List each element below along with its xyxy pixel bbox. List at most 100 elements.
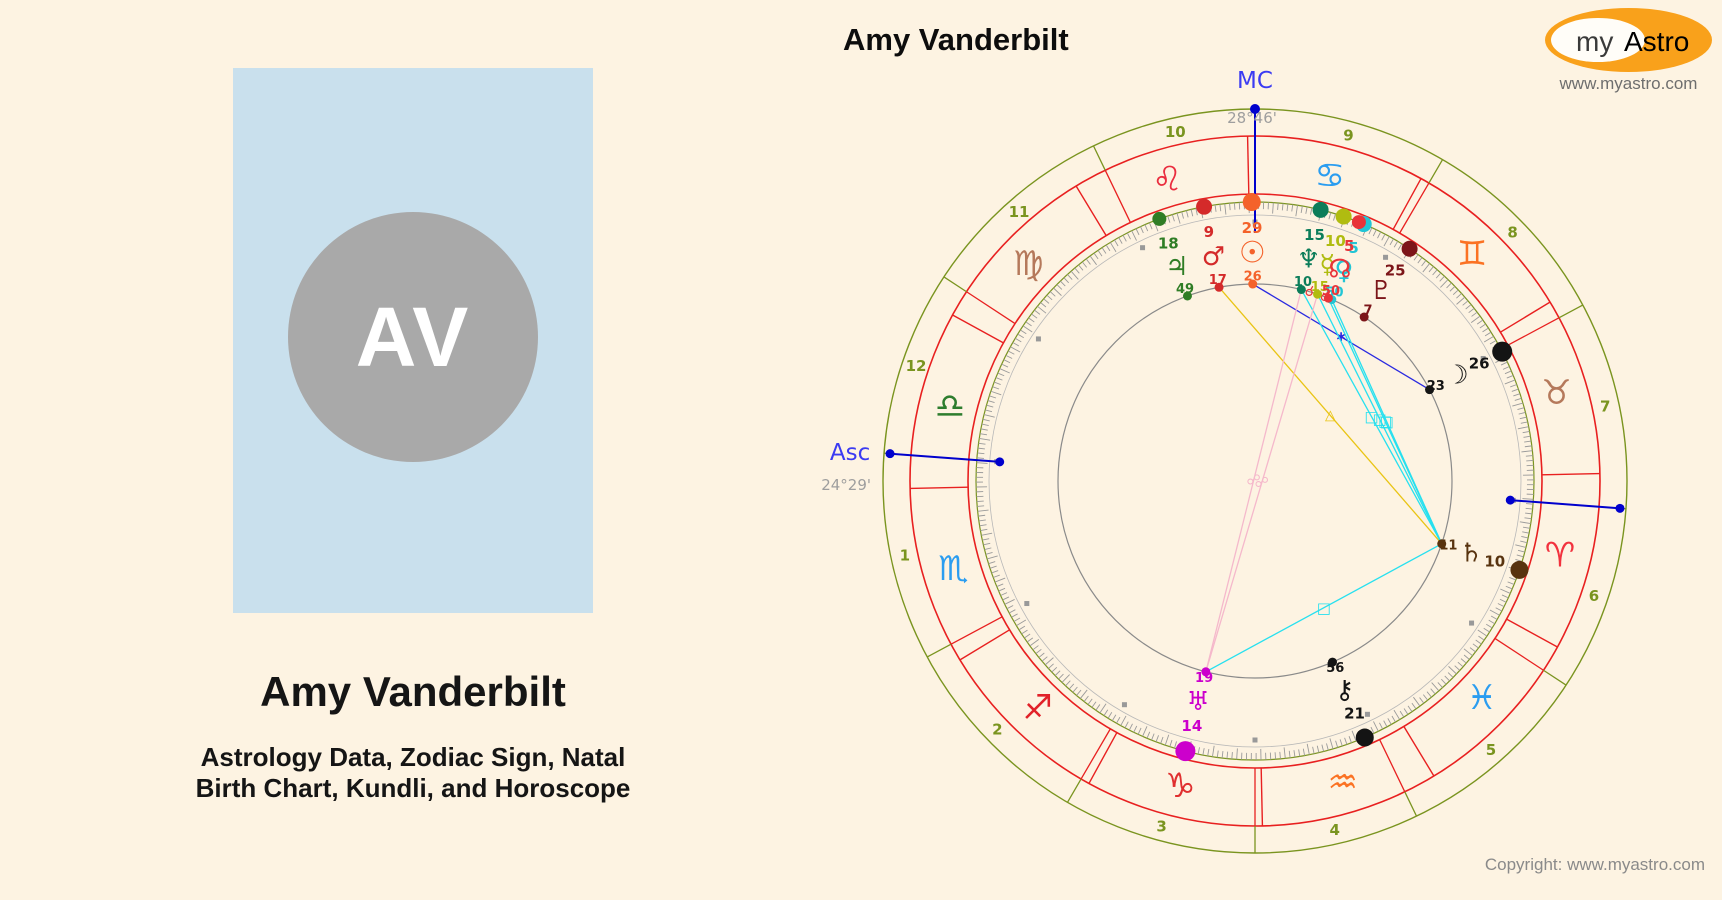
degree-tick [1497, 603, 1505, 608]
degree-tick [1526, 503, 1534, 505]
degree-tick [1413, 696, 1421, 707]
house-cusp-marker-4 [1252, 737, 1258, 743]
planet-degree-neptune: 15 [1304, 226, 1325, 244]
planet-degree-mars: 9 [1204, 223, 1214, 241]
degree-tick [977, 452, 985, 455]
degree-tick [1463, 654, 1470, 660]
house-cusp-marker-12 [1035, 336, 1041, 342]
planet-ring-dot-sun [1242, 193, 1261, 212]
degree-tick [1516, 554, 1524, 558]
planet-ring-dot-chiron [1355, 728, 1374, 747]
degree-tick [993, 381, 1001, 385]
planet-hub-dot-moon [1425, 385, 1435, 395]
degree-tick [1044, 657, 1054, 666]
degree-tick [1512, 402, 1524, 407]
copyright-text: Copyright: www.myastro.com [1484, 855, 1705, 874]
house-number-12: 12 [906, 357, 927, 375]
sign-boundary-pisces [1403, 726, 1435, 777]
degree-tick [1344, 737, 1348, 745]
degree-tick [1065, 680, 1071, 687]
mc-axis-dot [1250, 104, 1260, 114]
degree-tick [1440, 678, 1447, 685]
degree-tick [1181, 211, 1184, 219]
desc-axis-line [1506, 498, 1625, 510]
planet-minute-sun: 26 [1244, 270, 1262, 285]
house-cusp-line-3 [1080, 728, 1111, 780]
profile-subtitle: Astrology Data, Zodiac Sign, Natal Birth… [123, 742, 703, 804]
planet-glyph-node: ☊ [1328, 254, 1351, 284]
degree-tick [1444, 675, 1450, 682]
house-number-8: 8 [1507, 223, 1517, 241]
degree-tick [1472, 643, 1479, 649]
sign-glyph-taurus: ♉ [1541, 373, 1571, 413]
degree-tick [1430, 688, 1436, 695]
degree-tick [1490, 615, 1498, 620]
planet-glyph-chiron: ⚷ [1335, 676, 1354, 706]
degree-tick [1011, 613, 1018, 618]
degree-tick [1041, 656, 1048, 662]
degree-tick [1048, 663, 1054, 669]
degree-tick [1095, 704, 1101, 711]
degree-tick [1122, 234, 1127, 242]
degree-tick [1456, 293, 1462, 299]
degree-tick [1475, 639, 1482, 645]
house-cusp-line-8 [1507, 317, 1560, 346]
degree-tick [1279, 751, 1281, 759]
degree-tick [1021, 629, 1028, 635]
degree-tick [1195, 208, 1198, 216]
planet-minute-pluto: 7 [1364, 304, 1373, 319]
logo-website[interactable]: www.myastro.com [1559, 74, 1698, 93]
degree-tick [1521, 450, 1533, 453]
degree-tick [1272, 202, 1274, 214]
degree-tick [990, 390, 1002, 396]
planet-hub-dot-mars [1214, 282, 1224, 292]
sign-glyph-libra: ♎ [935, 386, 965, 426]
degree-tick [1142, 726, 1148, 737]
house-cusp-line-5 [1379, 739, 1406, 793]
degree-tick [1037, 305, 1047, 314]
degree-tick [1351, 730, 1357, 742]
logo-text-astro[interactable]: Astro [1624, 26, 1690, 57]
degree-tick [1524, 440, 1532, 443]
degree-tick [1236, 748, 1238, 760]
degree-tick [1224, 203, 1227, 215]
degree-tick [1333, 213, 1336, 221]
degree-tick [1468, 307, 1475, 314]
sign-glyph-pisces: ♓ [1467, 678, 1497, 718]
aspect-line-opposition-mercury-uranus [1205, 294, 1319, 672]
degree-tick [1432, 269, 1438, 276]
degree-tick [1525, 507, 1533, 510]
house-cusp-marker-3 [1121, 702, 1127, 708]
planet-degree-mercury: 10 [1325, 232, 1346, 250]
logo-text-my[interactable]: my [1576, 26, 1614, 57]
degree-tick [1482, 327, 1489, 333]
degree-tick [1028, 317, 1035, 323]
planet-ring-dot-pluto [1401, 240, 1418, 257]
degree-tick [1140, 226, 1144, 234]
degree-tick [1176, 212, 1181, 224]
planet-glyph-uranus: ♅ [1186, 687, 1209, 717]
degree-tick [982, 418, 990, 422]
degree-tick [1040, 302, 1047, 308]
avatar-initials: AV [355, 289, 471, 384]
degree-tick [1387, 718, 1392, 725]
degree-tick [1007, 350, 1015, 355]
degree-tick [1012, 342, 1020, 347]
house-number-4: 4 [1330, 821, 1340, 839]
degree-tick [1449, 286, 1456, 292]
degree-tick [1373, 721, 1379, 732]
degree-tick [1081, 261, 1088, 268]
sign-glyph-aries: ♈ [1545, 536, 1575, 576]
sign-glyph-cancer: ♋ [1314, 156, 1344, 196]
degree-tick [1120, 715, 1127, 726]
house-number-6: 6 [1589, 587, 1599, 605]
degree-tick [1381, 233, 1386, 241]
planet-ring-dot-node [1351, 215, 1366, 230]
aspect-line-square-node-saturn [1327, 297, 1443, 545]
degree-tick [1169, 739, 1173, 747]
degree-tick [1511, 388, 1519, 392]
profile-subtitle-line-1: Astrology Data, Zodiac Sign, Natal [200, 742, 626, 772]
degree-tick [1226, 751, 1229, 759]
planet-glyph-mars: ♂ [1202, 242, 1225, 272]
